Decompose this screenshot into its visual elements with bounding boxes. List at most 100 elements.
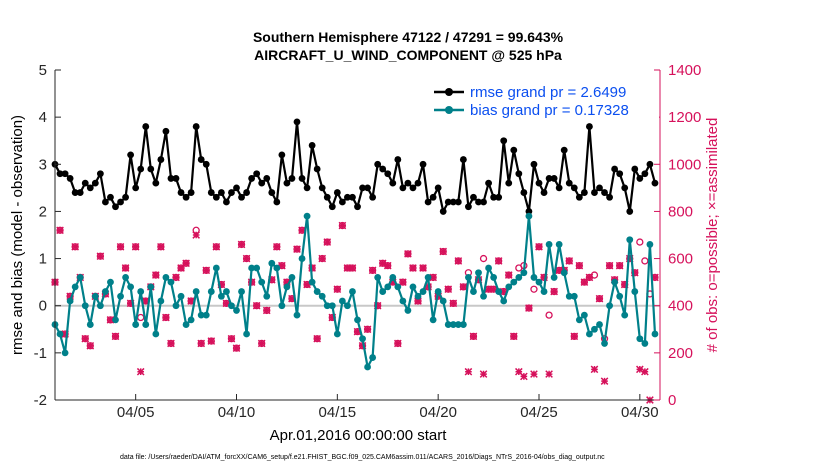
rmse-point [197,156,205,163]
obs-assimilated-point [484,285,493,294]
obs-assimilated-point [459,283,468,291]
obs-assimilated-point [116,242,125,251]
bias-point [91,292,99,300]
obs-assimilated-point [439,247,448,256]
bias-point [328,302,336,310]
bias-point [137,288,145,295]
y2-tick-label: 200 [668,345,693,362]
obs-assimilated-point [515,367,523,376]
y2-tick-label: 800 [668,203,693,220]
bias-point [293,311,301,319]
obs-assimilated-point [343,264,352,272]
rmse-point [217,189,225,196]
rmse-point [243,189,250,196]
bias-point [525,212,533,220]
rmse-point [56,170,64,178]
rmse-point [187,189,195,196]
obs-assimilated-point [187,297,195,305]
y2-tick-label: 600 [668,251,693,268]
bias-point [248,264,256,272]
obs-assimilated-point [358,341,367,350]
bias-point [182,321,190,328]
legend-rmse-label: rmse grand pr = 2.6499 [470,84,626,101]
x-tick-label: 04/15 [319,404,357,421]
obs-assimilated-point [283,278,291,286]
obs-assimilated-point [545,370,553,378]
y2-tick-label: 1000 [668,156,701,173]
chart-subtitle: AIRCRAFT_U_WIND_COMPONENT @ 525 hPa [254,47,562,63]
rmse-point [268,189,276,196]
bias-point [596,321,603,328]
rmse-point [112,203,119,211]
obs-assimilated-point [318,254,327,263]
obs-assimilated-point [580,278,589,286]
legend: rmse grand pr = 2.6499 bias grand pr = 0… [425,82,659,120]
rmse-point [167,175,175,182]
rmse-point [530,160,538,168]
obs-assimilated-point [474,275,483,284]
rmse-point [540,189,548,196]
bias-point [147,283,155,291]
obs-assimilated-point [388,278,397,286]
bias-point [439,297,447,305]
rmse-point [424,198,432,206]
bias-point [177,292,185,300]
obs-assimilated-point [136,367,145,376]
bias-point [651,330,659,338]
obs-assimilated-point [202,266,211,275]
rmse-point [525,208,533,215]
bias-point [228,302,235,310]
legend-bias-label: bias grand pr = 0.17328 [470,102,629,119]
rmse-point [253,170,261,178]
rmse-point [323,193,331,201]
bias-line [54,215,657,369]
obs-assimilated-point [141,297,150,305]
rmse-point [354,203,361,211]
rmse-point [142,123,150,130]
bias-point [470,288,477,295]
rmse-point [76,189,84,196]
bias-point [132,321,140,328]
bias-point [434,288,442,295]
obs-assimilated-point [267,275,276,284]
y-tick-label: 1 [39,251,47,268]
bias-point [318,292,326,300]
bias-point [102,288,109,295]
rmse-point [177,189,185,196]
obs-assimilated-point [212,242,221,251]
rmse-point [152,179,160,187]
axes-layer: 04/05 04/10 04/15 04/20 04/25 04/30 -2 -1 0 1 2 3 4 5… [34,62,702,421]
bias-point [238,288,245,295]
obs-assimilated-point [323,238,332,246]
bias-point [112,316,119,324]
obs-assimilated-point [56,226,64,235]
bias-point [591,325,598,333]
bias-point [409,283,417,291]
rmse-point [565,179,573,187]
obs-assimilated-point [217,280,226,289]
rmse-point [505,179,513,187]
rmse-point [182,193,190,201]
rmse-point [207,189,215,196]
obs-possible-point [636,238,644,246]
obs-assimilated-point [605,261,614,270]
y-tick-label: 0 [39,298,47,315]
bias-point [81,302,89,310]
obs-assimilated-point [252,301,261,310]
rmse-point [233,184,240,192]
bias-point [414,292,422,300]
bias-point [162,274,170,281]
obs-assimilated-point [86,341,95,350]
data-file-footer: data file: /Users/raeder/DAI/ATM_forcXX/… [120,454,605,461]
x-tick-label: 04/30 [621,404,659,421]
rmse-point [162,127,170,135]
bias-point [520,269,528,277]
obs-assimilated-point [454,257,463,265]
x-tick-label: 04/05 [117,404,155,421]
obs-assimilated-point [121,264,130,272]
obs-assimilated-point [303,280,311,289]
bias-point [359,335,366,343]
bias-point [580,311,588,319]
bias-point [142,321,150,328]
rmse-point [273,198,281,206]
